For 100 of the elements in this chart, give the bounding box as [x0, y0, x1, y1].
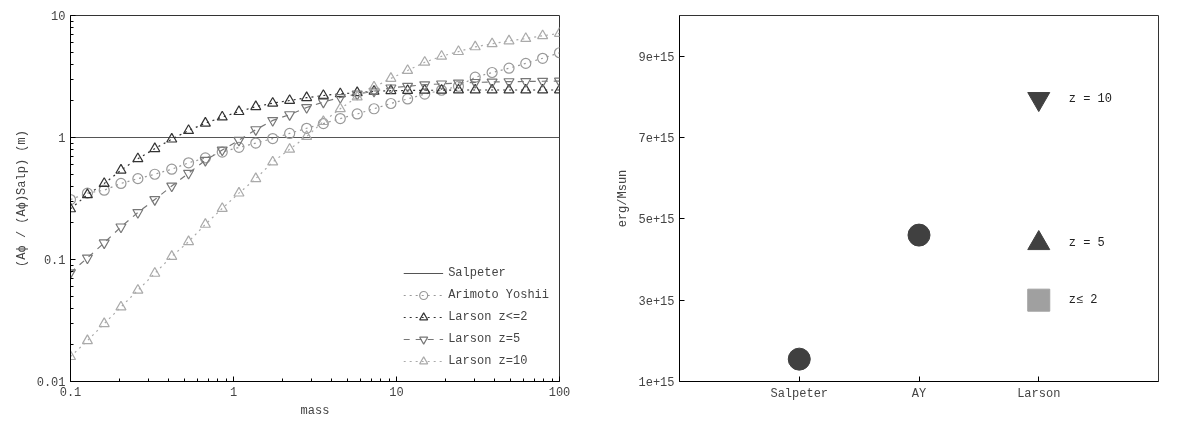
point — [537, 83, 549, 94]
y-axis-title: erg/Msun — [616, 169, 631, 228]
series-label: z≤ 2 — [1068, 293, 1098, 308]
point — [98, 317, 110, 328]
point — [301, 130, 313, 140]
point — [385, 72, 397, 82]
point — [233, 141, 245, 153]
point — [469, 40, 481, 51]
point — [385, 97, 397, 110]
point — [182, 124, 195, 135]
legend-label: Salpeter — [448, 266, 506, 280]
point — [267, 116, 279, 127]
point — [402, 93, 414, 105]
point — [216, 110, 228, 121]
point — [199, 116, 211, 127]
point — [520, 77, 532, 88]
point — [469, 71, 481, 83]
point — [435, 49, 448, 60]
point — [98, 177, 110, 187]
point — [199, 218, 211, 228]
y-tick-label: 7e+15 — [638, 132, 675, 146]
point — [199, 152, 211, 164]
point — [115, 300, 127, 311]
point — [503, 62, 515, 74]
point — [503, 34, 515, 45]
legend-label: Larson z=10 — [448, 354, 528, 368]
point — [419, 88, 431, 100]
x-tick-label: AY — [911, 386, 927, 401]
point — [419, 55, 431, 66]
point — [115, 163, 127, 174]
point — [233, 105, 245, 116]
point — [250, 100, 262, 111]
point — [250, 172, 262, 183]
x-tick-label: Salpeter — [770, 386, 829, 401]
point — [351, 86, 363, 97]
point — [132, 208, 144, 219]
point — [334, 87, 346, 98]
point — [301, 122, 313, 134]
point — [520, 83, 532, 94]
legend-label: Larson z<=2 — [448, 310, 528, 324]
point — [284, 127, 296, 140]
point — [301, 91, 313, 102]
point — [98, 184, 110, 196]
point — [469, 78, 481, 89]
point — [267, 96, 279, 107]
y-tick-label: 3e+15 — [638, 294, 675, 309]
point — [132, 173, 144, 185]
point — [267, 155, 279, 166]
point — [267, 132, 279, 145]
series-label: z = 10 — [1068, 91, 1112, 106]
point — [520, 32, 532, 43]
point — [537, 52, 549, 64]
y-tick-label: 1 — [58, 132, 66, 146]
point — [216, 202, 228, 212]
point — [537, 77, 549, 88]
point — [284, 142, 296, 153]
point — [182, 235, 195, 246]
x-axis-title: mass — [300, 403, 330, 418]
point — [537, 29, 549, 40]
y-tick-label: 0.1 — [43, 254, 66, 268]
point — [334, 93, 346, 104]
point — [486, 66, 498, 79]
point — [250, 137, 262, 149]
series-label: z = 5 — [1068, 236, 1105, 251]
point — [132, 152, 144, 163]
legend-label: Larson z=5 — [448, 332, 521, 346]
point — [368, 103, 380, 115]
x-tick-label: 100 — [548, 385, 571, 400]
point — [233, 186, 245, 197]
y-tick-label: 9e+15 — [638, 50, 675, 65]
legend-label: Arimoto Yoshii — [448, 288, 549, 302]
point — [115, 177, 127, 190]
x-tick-label: 1 — [229, 385, 238, 400]
point — [284, 94, 296, 104]
point — [317, 118, 329, 130]
point — [166, 163, 178, 175]
point — [334, 102, 346, 113]
point — [503, 83, 515, 94]
y-tick-label: 10 — [51, 10, 66, 24]
y-tick-label: 1e+15 — [638, 376, 675, 390]
point — [317, 115, 329, 126]
point — [452, 45, 465, 56]
point — [486, 37, 498, 48]
point — [149, 266, 161, 277]
point — [149, 168, 161, 180]
point — [520, 57, 532, 69]
point — [334, 112, 346, 125]
point — [166, 250, 178, 260]
point — [368, 80, 380, 91]
point — [81, 334, 94, 345]
point — [182, 157, 195, 169]
point — [132, 283, 144, 294]
x-tick-label: 10 — [389, 385, 404, 400]
point — [149, 142, 161, 153]
point — [317, 89, 329, 99]
point — [402, 64, 414, 75]
y-axis-title: (Aϕ / (Aϕ)Salp) (m) — [14, 130, 29, 267]
point — [469, 83, 481, 94]
point — [351, 108, 363, 120]
point — [166, 132, 178, 143]
